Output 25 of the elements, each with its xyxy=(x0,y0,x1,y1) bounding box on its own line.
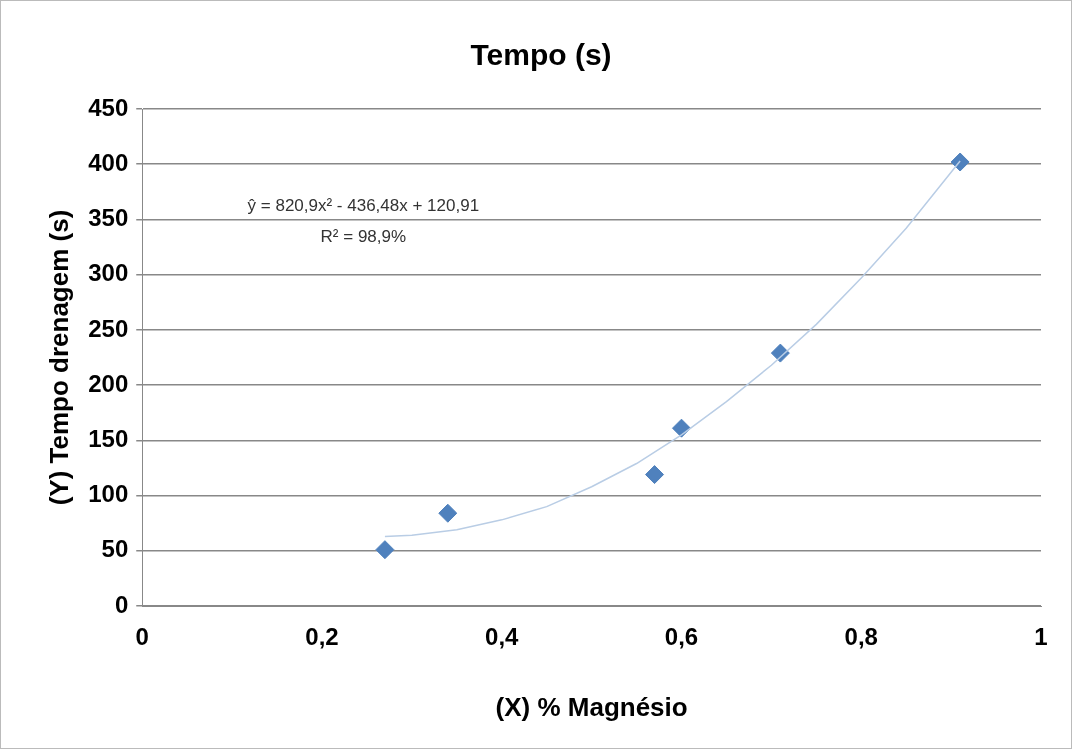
y-tick-label: 300 xyxy=(88,259,129,287)
x-tick-label: 0,2 xyxy=(305,623,339,651)
point xyxy=(438,503,458,523)
x-tick-label: 0,6 xyxy=(664,623,699,651)
x-tick-label: 0,8 xyxy=(844,623,878,651)
annotation: ŷ = 820,9x² - 436,48x + 120,91 xyxy=(247,196,480,216)
x-axis-title: (X) % Magnésio xyxy=(495,691,688,722)
y-tick-label: 150 xyxy=(88,424,129,452)
y-tick-label: 0 xyxy=(114,590,129,618)
y-tick-label: 350 xyxy=(88,204,129,232)
y-tick-label: 200 xyxy=(88,369,129,397)
y-axis-title: (Y) Tempo drenagem (s) xyxy=(43,209,74,506)
point xyxy=(645,465,665,485)
chart-title: Tempo (s) xyxy=(470,38,612,72)
y-tick-label: 250 xyxy=(88,314,129,342)
y-tick-label: 100 xyxy=(88,480,129,508)
y-tick-label: 450 xyxy=(88,93,129,121)
x-tick-label: 1 xyxy=(1034,623,1048,651)
x-tick-label: 0 xyxy=(135,623,149,651)
point xyxy=(950,152,970,172)
annotation: R² = 98,9% xyxy=(320,227,407,247)
y-tick-label: 400 xyxy=(88,148,129,176)
y-tick-label: 50 xyxy=(101,535,129,563)
point xyxy=(375,540,395,560)
x-tick-label: 0,4 xyxy=(485,623,520,651)
